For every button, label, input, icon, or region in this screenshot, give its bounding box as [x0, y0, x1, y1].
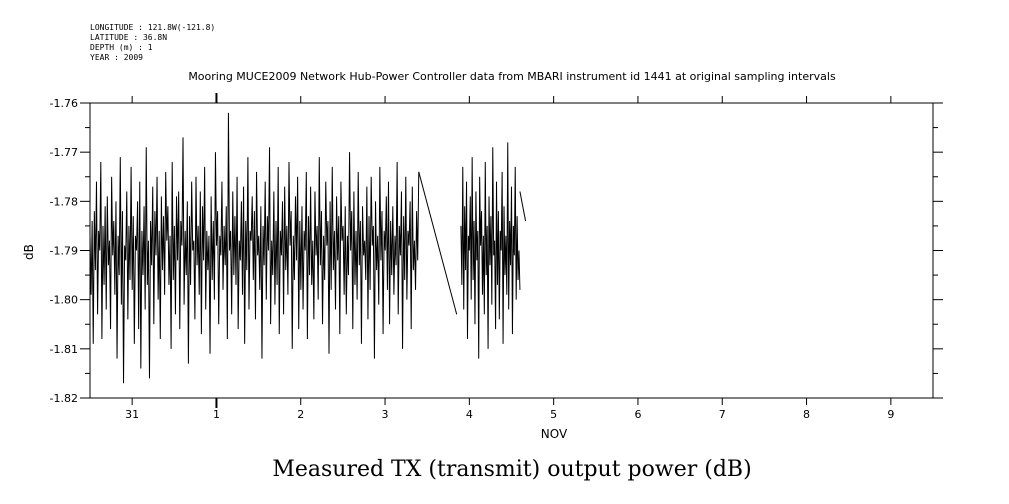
x-tick-label: 4: [466, 408, 473, 421]
x-tick-label: 6: [634, 408, 641, 421]
y-tick-label: -1.80: [50, 294, 78, 307]
y-tick-label: -1.79: [50, 245, 78, 258]
y-tick-label: -1.76: [50, 97, 78, 110]
x-tick-label: 1: [213, 408, 220, 421]
meta-depth: DEPTH (m) : 1: [90, 43, 153, 52]
x-tick-label: 3: [382, 408, 389, 421]
meta-latitude: LATITUDE : 36.8N: [90, 33, 167, 42]
chart-title: Mooring MUCE2009 Network Hub-Power Contr…: [188, 70, 836, 83]
y-tick-label: -1.81: [50, 343, 78, 356]
x-tick-label: 9: [887, 408, 894, 421]
series-line: [89, 112, 420, 384]
meta-year: YEAR : 2009: [90, 53, 143, 62]
y-tick-label: -1.82: [50, 392, 78, 405]
series-line: [418, 171, 458, 315]
x-tick-label: 7: [719, 408, 726, 421]
x-axis: 31 1 2 3 4 5 6 7 8 9: [125, 93, 894, 421]
x-tick-label: 8: [803, 408, 810, 421]
y-axis: -1.76 -1.77 -1.78 -1.79 -1.80 -1.81 -1.82: [50, 97, 943, 405]
x-tick-label: 2: [297, 408, 304, 421]
caption: Measured TX (transmit) output power (dB): [272, 457, 751, 482]
meta-longitude: LONGITUDE : 121.8W(-121.8): [90, 23, 215, 32]
y-tick-label: -1.77: [50, 146, 78, 159]
y-axis-label: dB: [22, 244, 36, 260]
x-tick-label: 5: [550, 408, 557, 421]
series-layer: [89, 112, 527, 384]
x-tick-label: 31: [125, 408, 139, 421]
series-line: [519, 191, 527, 222]
series-line: [460, 142, 521, 359]
x-axis-label: NOV: [541, 427, 568, 441]
y-tick-label: -1.78: [50, 195, 78, 208]
